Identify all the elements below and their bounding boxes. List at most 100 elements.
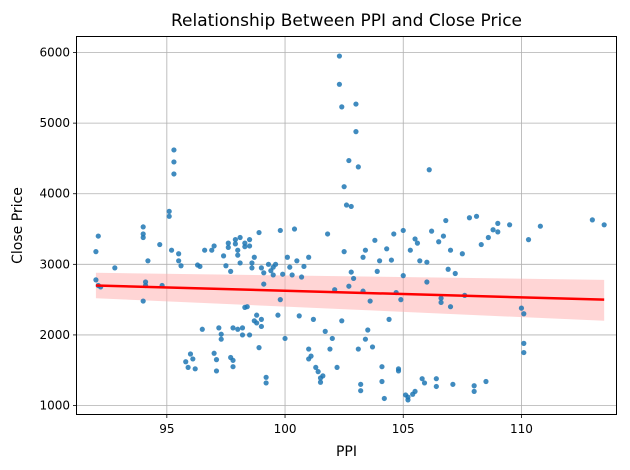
x-tick-label: 110 <box>510 422 533 436</box>
data-point <box>202 247 208 253</box>
data-point <box>507 222 513 228</box>
data-point <box>246 243 253 249</box>
data-point <box>336 81 343 87</box>
data-point <box>355 346 361 352</box>
data-point <box>343 202 350 208</box>
data-point <box>438 295 444 301</box>
data-point <box>254 312 260 318</box>
data-point <box>237 260 243 266</box>
data-point <box>405 394 411 400</box>
data-point <box>306 254 312 260</box>
data-point <box>315 369 321 375</box>
data-point <box>518 305 525 311</box>
data-point <box>246 237 253 243</box>
data-point <box>350 275 357 282</box>
data-point <box>211 350 217 356</box>
data-point <box>381 395 387 402</box>
data-point <box>291 226 298 232</box>
data-point <box>209 247 215 253</box>
data-point <box>358 381 364 387</box>
data-point <box>412 388 418 395</box>
data-point <box>601 222 607 228</box>
chart-title: Relationship Between PPI and Close Price <box>171 11 522 31</box>
data-point <box>471 383 477 389</box>
data-point <box>176 258 182 264</box>
data-point <box>263 374 269 380</box>
data-point <box>270 272 276 278</box>
data-point <box>473 213 480 219</box>
data-point <box>348 203 354 210</box>
data-point <box>185 364 191 371</box>
data-point <box>346 157 352 164</box>
data-point <box>166 213 172 219</box>
regression-line-group <box>95 284 605 301</box>
data-point <box>280 271 286 277</box>
data-point <box>374 268 380 274</box>
data-point <box>263 380 269 386</box>
data-point <box>429 228 435 234</box>
data-point <box>254 320 260 326</box>
regression-line <box>95 284 605 301</box>
data-point <box>334 364 340 371</box>
data-point <box>178 263 184 269</box>
data-point <box>495 220 501 226</box>
data-point <box>447 304 454 310</box>
data-point <box>235 247 241 253</box>
data-point <box>436 239 442 245</box>
data-point <box>232 241 238 247</box>
data-point <box>426 167 432 173</box>
data-point <box>171 171 177 177</box>
data-point <box>306 346 312 352</box>
data-point <box>183 359 189 365</box>
data-point <box>360 254 366 260</box>
data-point <box>310 316 317 322</box>
data-point <box>277 227 283 234</box>
data-point <box>433 383 439 390</box>
data-point <box>112 265 118 271</box>
data-point <box>450 381 456 387</box>
data-point <box>230 325 236 331</box>
data-point <box>537 223 543 229</box>
data-point <box>218 336 224 342</box>
confidence-band-area <box>95 272 605 321</box>
data-point <box>258 316 264 322</box>
data-point <box>140 298 146 304</box>
data-point <box>284 254 290 260</box>
data-point <box>424 259 430 265</box>
data-point <box>251 254 257 260</box>
data-point <box>362 336 369 342</box>
data-point <box>376 258 383 264</box>
data-point <box>438 299 444 306</box>
data-point <box>282 335 288 342</box>
data-point <box>398 297 404 303</box>
data-point <box>192 366 198 372</box>
data-point <box>225 244 231 250</box>
data-point <box>166 208 172 214</box>
data-point <box>521 340 527 347</box>
x-axis-label: PPI <box>336 444 357 460</box>
data-point <box>190 356 196 362</box>
data-point <box>301 263 307 270</box>
data-point <box>225 240 231 246</box>
data-point <box>265 261 272 267</box>
data-point <box>239 325 246 331</box>
data-points <box>93 53 607 403</box>
data-point <box>341 184 347 190</box>
data-point <box>388 257 395 263</box>
x-tick-label: 95 <box>159 422 174 436</box>
data-point <box>346 283 352 289</box>
data-point <box>197 263 203 270</box>
data-point <box>353 101 359 107</box>
y-tick-label: 6000 <box>39 46 70 60</box>
data-point <box>176 251 182 257</box>
data-point <box>353 129 359 135</box>
data-point <box>199 326 205 332</box>
data-point <box>220 253 227 259</box>
grid-lines <box>77 37 616 414</box>
data-point <box>235 252 241 258</box>
data-point <box>242 240 248 246</box>
data-point <box>362 247 369 253</box>
data-point <box>339 104 345 110</box>
data-point <box>171 159 177 165</box>
data-point <box>433 376 439 382</box>
